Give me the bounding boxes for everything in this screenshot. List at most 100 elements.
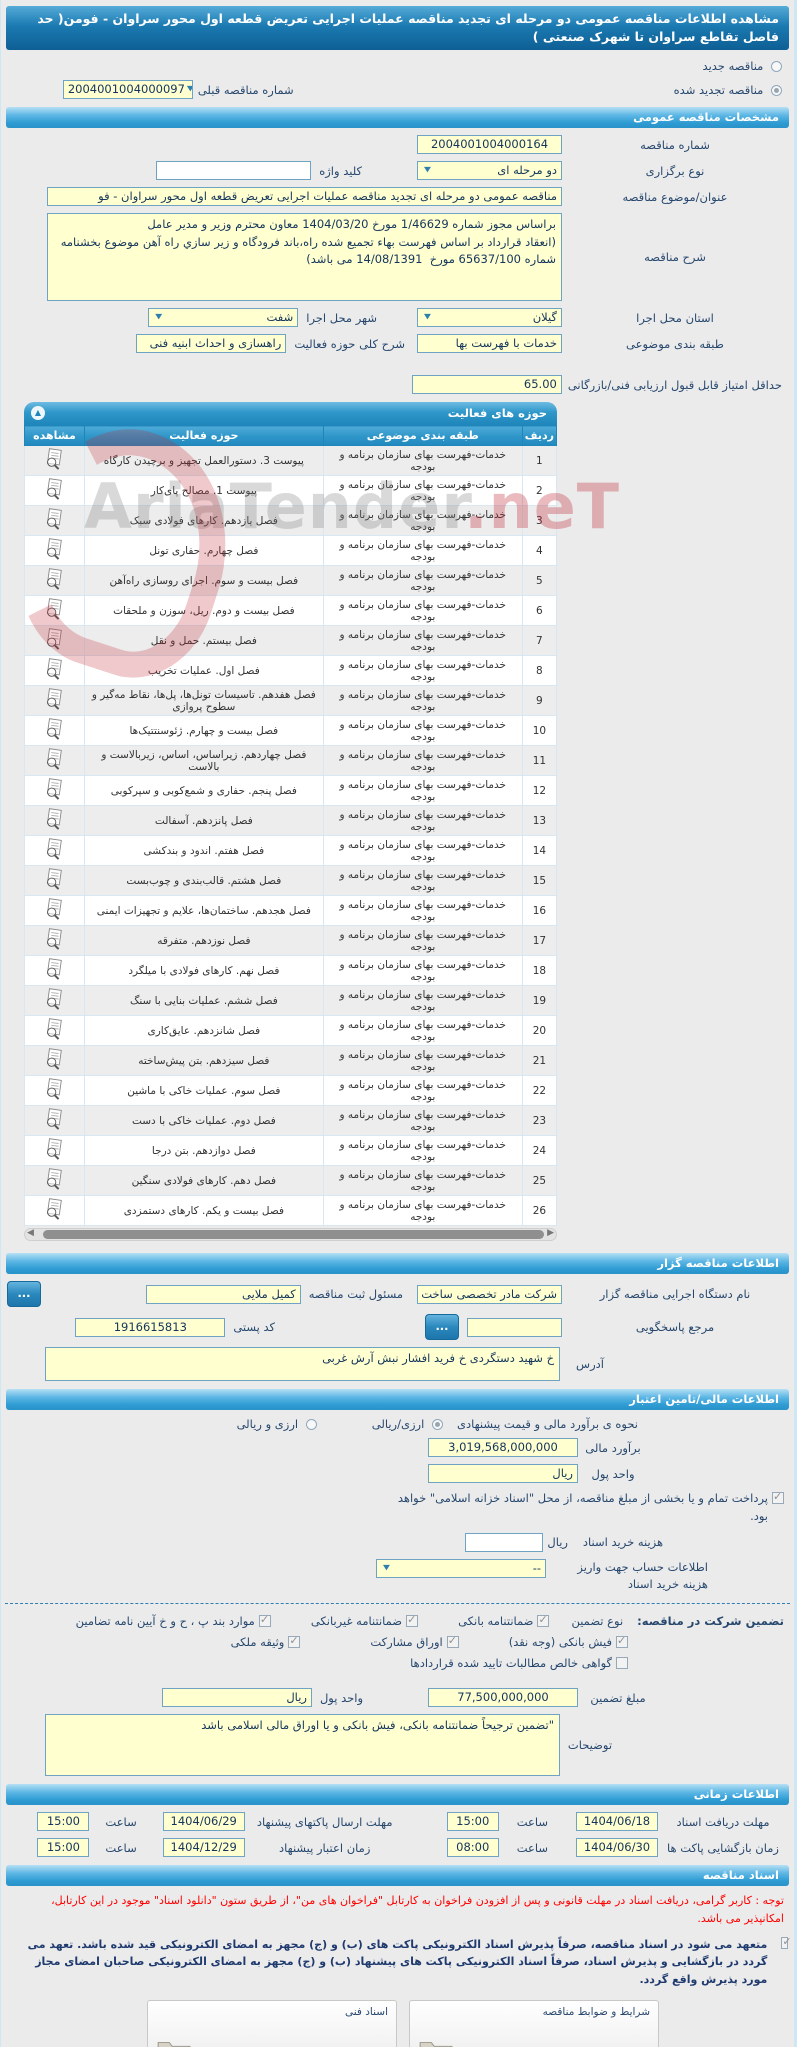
bid-validity-time[interactable]: 15:00	[37, 1838, 90, 1858]
bid-deadline-time[interactable]: 15:00	[37, 1812, 90, 1832]
col-category-header: طبقه بندی موضوعی	[322, 425, 523, 447]
currency-field[interactable]: ریال	[428, 1464, 578, 1484]
reply-ref-input[interactable]	[467, 1317, 562, 1337]
view-document-icon[interactable]	[43, 538, 65, 561]
scrollbar-thumb[interactable]	[43, 1230, 544, 1240]
view-document-icon[interactable]	[43, 1198, 65, 1221]
view-document-icon[interactable]	[43, 1108, 65, 1131]
view-document-icon[interactable]	[43, 448, 65, 471]
guarantee-clauses-checkbox[interactable]	[258, 1613, 271, 1628]
col-activity-header: حوزه فعالیت	[83, 425, 324, 447]
guarantee-nonbank-checkbox[interactable]	[406, 1613, 419, 1628]
view-document-icon[interactable]	[43, 568, 65, 591]
description-textarea[interactable]: براساس مجوز شماره 1/46629 مورخ 1404/03/2…	[47, 213, 562, 302]
estimate-both-radio[interactable]	[305, 1419, 317, 1431]
guarantee-currency-field[interactable]: ریال	[161, 1688, 312, 1708]
file-upload-box[interactable]: شرایط و ضوابط مناقصه 468 KB 5 MB	[409, 2000, 659, 2047]
renewed-tender-radio[interactable]	[771, 84, 782, 96]
treasury-note: پرداخت تمام و یا بخشی از مبلغ مناقصه، از…	[397, 1491, 768, 1524]
view-document-icon[interactable]	[43, 718, 65, 741]
view-document-icon[interactable]	[43, 1168, 65, 1191]
prev-tender-number-select[interactable]: 2004001004000097 ▼	[62, 80, 193, 100]
view-document-icon[interactable]	[43, 868, 65, 891]
account-label: اطلاعات حساب جهت واریز هزینه خرید اسناد	[577, 1559, 708, 1592]
view-document-icon[interactable]	[43, 1018, 65, 1041]
guarantee-claims-checkbox[interactable]	[616, 1657, 628, 1670]
city-select[interactable]: شفت ▼	[148, 308, 299, 328]
view-document-icon[interactable]	[43, 1138, 65, 1161]
postal-code-field[interactable]: 1916615813	[75, 1317, 226, 1337]
view-document-icon[interactable]	[43, 928, 65, 951]
scroll-right-arrow[interactable]: ▶	[547, 1228, 554, 1239]
row-view-cell	[24, 1165, 85, 1197]
view-document-icon[interactable]	[43, 1078, 65, 1101]
category-field[interactable]: خدمات با فهرست بها	[417, 334, 562, 354]
tender-no-label: شماره مناقصه	[640, 137, 710, 152]
view-document-icon[interactable]	[43, 778, 65, 801]
doc-deadline-date[interactable]: 1404/06/18	[576, 1812, 658, 1832]
table-row: 9 خدمات-فهرست بهای سازمان برنامه و بودجه…	[24, 685, 558, 717]
address-field[interactable]: خ شهید دستگردی خ فرید افشار نبش آرش غربی	[45, 1347, 560, 1382]
opening-time-time[interactable]: 08:00	[446, 1838, 499, 1858]
scroll-left-arrow[interactable]: ◀	[27, 1228, 34, 1239]
commitment-checkbox[interactable]	[781, 1935, 791, 1949]
row-number: 6	[521, 595, 558, 627]
bid-validity-date[interactable]: 1404/12/29	[162, 1838, 245, 1858]
collapse-icon[interactable]: ▲	[31, 406, 45, 421]
view-document-icon[interactable]	[43, 958, 65, 981]
table-row: 4 خدمات-فهرست بهای سازمان برنامه و بودجه…	[24, 535, 558, 567]
activity-desc-field[interactable]: راهسازی و احداث ابنیه فنی	[136, 334, 287, 354]
estimate-field[interactable]: 3,019,568,000,000	[428, 1438, 578, 1458]
guarantee-bankslip-checkbox[interactable]	[616, 1634, 628, 1649]
doc-deadline-time[interactable]: 15:00	[446, 1812, 499, 1832]
keyword-input[interactable]	[156, 161, 312, 181]
table-row: 2 خدمات-فهرست بهای سازمان برنامه و بودجه…	[24, 475, 558, 507]
tender-no-field[interactable]: 2004001004000164	[417, 135, 562, 155]
bid-deadline-date[interactable]: 1404/06/29	[162, 1812, 245, 1832]
row-view-cell	[24, 805, 85, 837]
view-document-icon[interactable]	[43, 838, 65, 861]
row-view-cell	[24, 625, 85, 657]
view-document-icon[interactable]	[43, 508, 65, 531]
guarantee-bank-checkbox[interactable]	[537, 1613, 550, 1628]
registrar-field[interactable]: کمیل ملایی	[145, 1284, 301, 1304]
province-select[interactable]: گیلان ▼	[417, 308, 562, 328]
guarantee-bonds-checkbox[interactable]	[446, 1634, 459, 1649]
guarantee-amount-field[interactable]: 77,500,000,000	[428, 1688, 578, 1708]
doc-fee-input[interactable]	[465, 1532, 544, 1552]
view-document-icon[interactable]	[43, 598, 65, 621]
estimate-rial-radio[interactable]	[431, 1419, 443, 1431]
view-document-icon[interactable]	[43, 988, 65, 1011]
opening-time-date[interactable]: 1404/06/30	[576, 1838, 658, 1858]
agency-field[interactable]: شرکت مادر تخصصی ساخت	[417, 1284, 562, 1304]
notes-textarea[interactable]: "تضمین ترجیحاً ضمانتنامه بانکی، فیش بانک…	[45, 1714, 560, 1777]
subject-input[interactable]: مناقصه عمومی دو مرحله ای تجدید مناقصه عم…	[47, 187, 562, 207]
guarantee-property-checkbox[interactable]	[288, 1634, 301, 1649]
view-document-icon[interactable]	[43, 1048, 65, 1071]
view-document-icon[interactable]	[43, 478, 65, 501]
registrar-label: مسئول ثبت مناقصه	[308, 1287, 403, 1302]
city-label: شهر محل اجرا	[306, 310, 377, 325]
row-category: خدمات-فهرست بهای سازمان برنامه و بودجه	[322, 505, 523, 537]
table-row: 14 خدمات-فهرست بهای سازمان برنامه و بودج…	[24, 835, 558, 867]
new-tender-radio[interactable]	[771, 61, 782, 73]
min-score-field[interactable]: 65.00	[411, 375, 562, 395]
view-document-icon[interactable]	[43, 808, 65, 831]
row-category: خدمات-فهرست بهای سازمان برنامه و بودجه	[322, 625, 523, 657]
registrar-browse-button[interactable]: ...	[7, 1281, 41, 1308]
view-document-icon[interactable]	[43, 898, 65, 921]
account-select[interactable]: -- ▼	[376, 1558, 546, 1578]
view-document-icon[interactable]	[43, 658, 65, 681]
row-category: خدمات-فهرست بهای سازمان برنامه و بودجه	[322, 1015, 523, 1047]
type-select[interactable]: دو مرحله ای ▼	[417, 161, 562, 181]
treasury-checkbox[interactable]	[772, 1490, 784, 1505]
reply-ref-browse-button[interactable]: ...	[425, 1314, 459, 1341]
view-document-icon[interactable]	[43, 688, 65, 711]
activity-table: ردیف طبقه بندی موضوعی حوزه فعالیت مشاهده…	[24, 425, 558, 1227]
table-row: 25 خدمات-فهرست بهای سازمان برنامه و بودج…	[24, 1165, 558, 1197]
horizontal-scrollbar[interactable]: ◀ ▶	[24, 1228, 557, 1242]
view-document-icon[interactable]	[43, 628, 65, 651]
row-number: 8	[521, 655, 558, 687]
file-upload-box[interactable]: اسناد فنی 31.69 MB 50 MB	[147, 2000, 397, 2047]
view-document-icon[interactable]	[43, 748, 65, 771]
